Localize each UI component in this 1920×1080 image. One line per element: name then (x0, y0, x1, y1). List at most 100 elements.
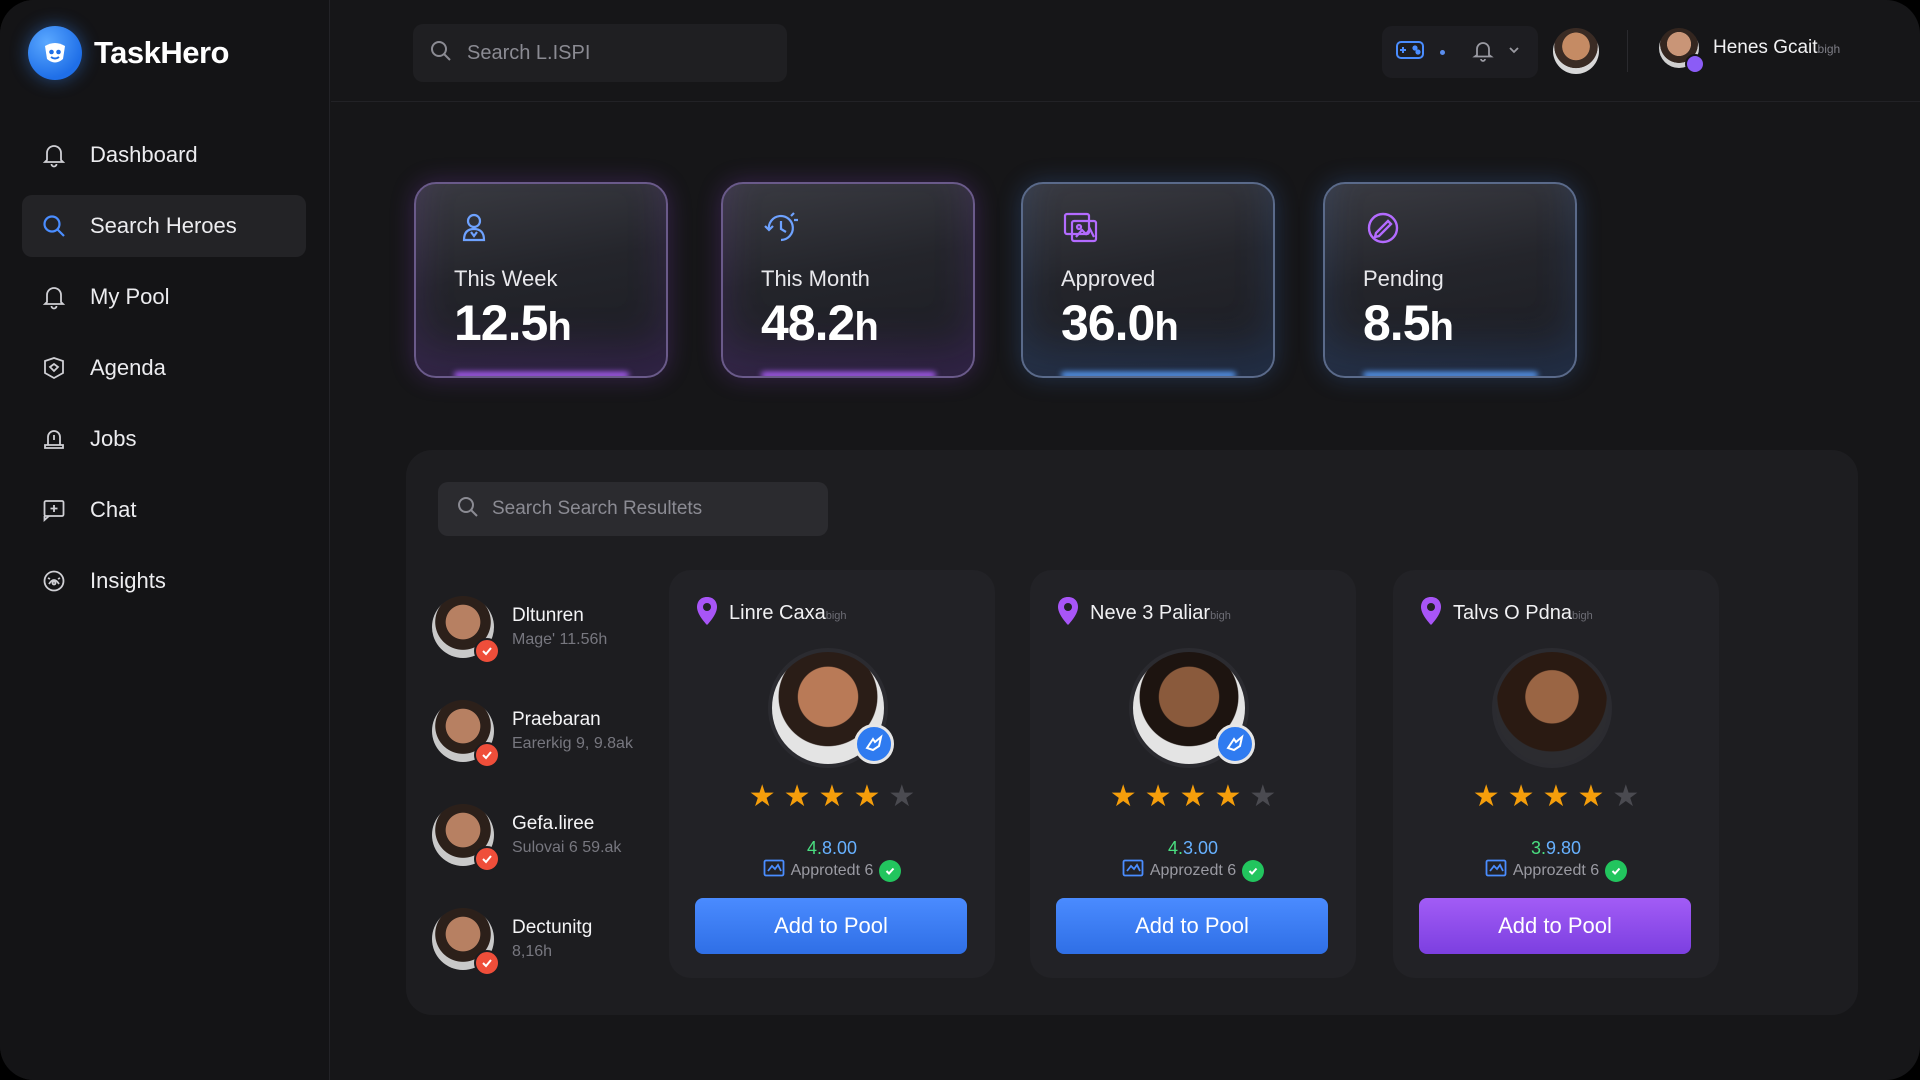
search-icon (40, 212, 68, 240)
avatar (432, 908, 500, 976)
gamepad-icon (854, 724, 894, 764)
sidebar: TaskHero Dashboard Search Heroes My Pool… (0, 0, 330, 1080)
stat-card-approved[interactable]: Approved 36.0h (1021, 182, 1275, 378)
rating-stars: ★ ★ ★ ★ ★ (669, 782, 995, 812)
add-to-pool-button[interactable]: Add to Pool (695, 898, 967, 954)
verified-icon (474, 742, 500, 768)
sidebar-item-label: Dashboard (90, 142, 198, 167)
stat-label: This Week (454, 266, 558, 291)
hero-avatar[interactable] (1129, 648, 1255, 768)
user-menu[interactable]: Henes Gcaitbigh (1659, 28, 1840, 74)
check-icon (1242, 859, 1265, 882)
hero-score: 4.3.00 (1167, 838, 1219, 858)
hours-icon (761, 208, 801, 248)
sidebar-item-label: Search Heroes (90, 213, 237, 238)
bell-icon[interactable] (1471, 38, 1495, 67)
sidebar-item-agenda[interactable]: Agenda (22, 337, 306, 399)
divider (1627, 30, 1628, 72)
sidebar-item-chat[interactable]: Chat (22, 479, 306, 541)
sidebar-item-dashboard[interactable]: Dashboard (22, 124, 306, 186)
hero-card: Neve 3 Paliarbigh ★ ★ ★ ★ ★ 4.3.00 Approzedt… (1030, 570, 1356, 978)
global-search[interactable] (413, 24, 787, 82)
star-empty-icon: ★ (1612, 779, 1640, 814)
stat-label: This Month (761, 266, 870, 291)
gamepad-icon[interactable] (1394, 37, 1428, 68)
sidebar-item-label: Insights (90, 568, 166, 593)
brand-name: TaskHero (94, 35, 230, 70)
hero-list: Dltunren Mage' 11.56h Praebaran Earerkig 9… (432, 575, 652, 991)
star-filled-icon: ★ (1577, 779, 1605, 814)
results-search-input[interactable] (492, 498, 772, 520)
global-search-input[interactable] (467, 41, 747, 65)
hero-card: Linre Caxabigh ★ ★ ★ ★ ★ 4.8.00 Approtedt 6 … (669, 570, 995, 978)
bell-icon (40, 141, 68, 169)
chat-icon (40, 496, 68, 524)
stat-card-this-week[interactable]: This Week 12.5h (414, 182, 668, 378)
verified-icon (474, 950, 500, 976)
list-item-name: Praebaran (512, 709, 601, 730)
avatar (432, 700, 500, 768)
stat-label: Approved (1061, 266, 1156, 291)
stat-label: Pending (1363, 266, 1444, 291)
hero-avatar[interactable] (1492, 648, 1612, 768)
alert-icon (40, 425, 68, 453)
star-filled-icon: ★ (1214, 779, 1242, 814)
sidebar-item-insights[interactable]: Insights (22, 550, 306, 612)
list-item-meta: Sulovai 6 59.ak (512, 839, 622, 856)
search-results-panel: Dltunren Mage' 11.56h Praebaran Earerkig 9… (406, 450, 1858, 1015)
person-icon (454, 208, 494, 248)
avatar (432, 804, 500, 872)
image-icon (763, 859, 785, 882)
status-badge (1685, 54, 1705, 74)
verified-icon (474, 846, 500, 872)
sidebar-item-label: Agenda (90, 355, 166, 380)
pending-icon (1363, 208, 1403, 248)
list-item[interactable]: Gefa.liree Sulovai 6 59.ak (432, 783, 652, 887)
brand[interactable]: TaskHero (28, 26, 230, 80)
list-item[interactable]: Dltunren Mage' 11.56h (432, 575, 652, 679)
sidebar-item-my-pool[interactable]: My Pool (22, 266, 306, 328)
star-filled-icon: ★ (1472, 779, 1500, 814)
stat-card-this-month[interactable]: This Month 48.2h (721, 182, 975, 378)
add-to-pool-button[interactable]: Add to Pool (1056, 898, 1328, 954)
approved-status: Approtedt 6 (669, 859, 995, 882)
star-filled-icon: ★ (748, 779, 776, 814)
search-icon (456, 495, 480, 524)
approved-status: Approzedt 6 (1030, 859, 1356, 882)
list-item-meta: 8,16h (512, 943, 553, 960)
hero-location: Linre Caxabigh (695, 596, 847, 631)
list-item-name: Dltunren (512, 605, 584, 626)
check-icon (1605, 859, 1628, 882)
sidebar-item-jobs[interactable]: Jobs (22, 408, 306, 470)
user-avatar (1659, 28, 1705, 74)
list-item-name: Dectunitg (512, 917, 593, 938)
results-search[interactable] (438, 482, 828, 536)
star-filled-icon: ★ (818, 779, 846, 814)
sidebar-item-search-heroes[interactable]: Search Heroes (22, 195, 306, 257)
list-item[interactable]: Praebaran Earerkig 9, 9.8ak (432, 679, 652, 783)
stat-card-pending[interactable]: Pending 8.5h (1323, 182, 1577, 378)
star-filled-icon: ★ (1542, 779, 1570, 814)
images-icon (1061, 208, 1101, 248)
add-to-pool-button[interactable]: Add to Pool (1419, 898, 1691, 954)
list-item[interactable]: Dectunitg 8,16h (432, 887, 652, 991)
chevron-down-icon[interactable] (1507, 43, 1521, 62)
rating-stars: ★ ★ ★ ★ ★ (1030, 782, 1356, 812)
star-filled-icon: ★ (783, 779, 811, 814)
star-filled-icon: ★ (1109, 779, 1137, 814)
hero-avatar[interactable] (768, 648, 894, 768)
star-filled-icon: ★ (853, 779, 881, 814)
location-pin-icon (1419, 596, 1443, 631)
bell-icon (40, 283, 68, 311)
avatar[interactable] (1553, 28, 1599, 74)
hero-location: Neve 3 Paliarbigh (1056, 596, 1231, 631)
list-item-meta: Earerkig 9, 9.8ak (512, 735, 633, 752)
star-empty-icon: ★ (888, 779, 916, 814)
rating-stars: ★ ★ ★ ★ ★ (1393, 782, 1719, 812)
star-empty-icon: ★ (1249, 779, 1277, 814)
verified-icon (474, 638, 500, 664)
hero-card: Talvs O Pdnabigh ★ ★ ★ ★ ★ 3.9.80 Approzedt … (1393, 570, 1719, 978)
gauge-icon (40, 567, 68, 595)
location-pin-icon (1056, 596, 1080, 631)
approved-status: Approzedt 6 (1393, 859, 1719, 882)
